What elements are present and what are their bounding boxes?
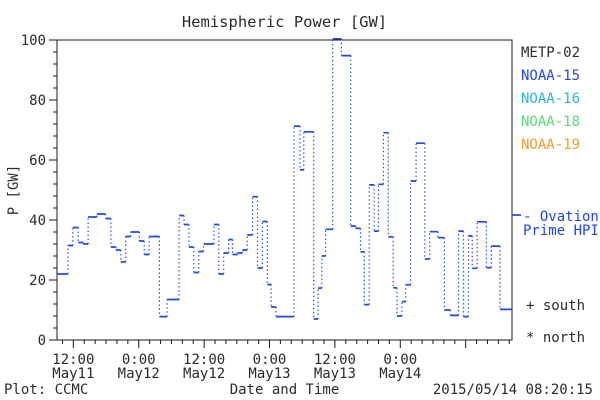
- legend-item-noaa15: NOAA-15: [521, 68, 581, 84]
- plot-credit: Plot: CCMC: [4, 382, 89, 398]
- legend-item-metp02: METP-02: [521, 45, 581, 61]
- data-series-connectors: [67, 38, 501, 319]
- y-tick-label: 60: [29, 153, 46, 169]
- x-tick-label-date: May13: [248, 366, 290, 382]
- south-marker-label: + south: [526, 298, 586, 314]
- x-tick-label-time: 12:00: [183, 352, 225, 368]
- x-axis-label: Date and Time: [229, 382, 340, 398]
- y-tick-label: 80: [29, 93, 46, 109]
- x-tick-label-time: 12:00: [52, 352, 94, 368]
- page-title: Hemispheric Power [GW]: [181, 13, 388, 31]
- plot-border: [56, 39, 513, 341]
- y-tick-label: 100: [21, 33, 46, 49]
- legend-item-noaa18: NOAA-18: [521, 114, 581, 130]
- timestamp: 2015/05/14 08:20:15: [432, 382, 593, 398]
- x-tick-label-date: May12: [118, 366, 160, 382]
- y-tick-label: 40: [29, 213, 46, 229]
- x-tick-label-date: May14: [379, 366, 421, 382]
- x-tick-label-time: 12:00: [314, 352, 356, 368]
- data-series-line: [57, 37, 512, 320]
- y-tick-label: 20: [29, 273, 46, 289]
- y-axis-label: P [GW]: [6, 164, 22, 216]
- ovation-legend-line1: - Ovation: [523, 209, 599, 225]
- x-tick-label-date: May13: [314, 366, 356, 382]
- x-tick-label-time: 0:00: [253, 352, 287, 368]
- x-tick-label-time: 0:00: [122, 352, 156, 368]
- y-tick-label: 0: [38, 333, 46, 349]
- x-tick-label-time: 0:00: [383, 352, 417, 368]
- x-tick-label-date: May11: [52, 366, 94, 382]
- ovation-legend-line2: Prime HPI: [523, 223, 599, 239]
- x-tick-label-date: May12: [183, 366, 225, 382]
- legend-item-noaa19: NOAA-19: [521, 137, 581, 153]
- legend-item-noaa16: NOAA-16: [521, 91, 581, 107]
- north-marker-label: * north: [526, 330, 586, 346]
